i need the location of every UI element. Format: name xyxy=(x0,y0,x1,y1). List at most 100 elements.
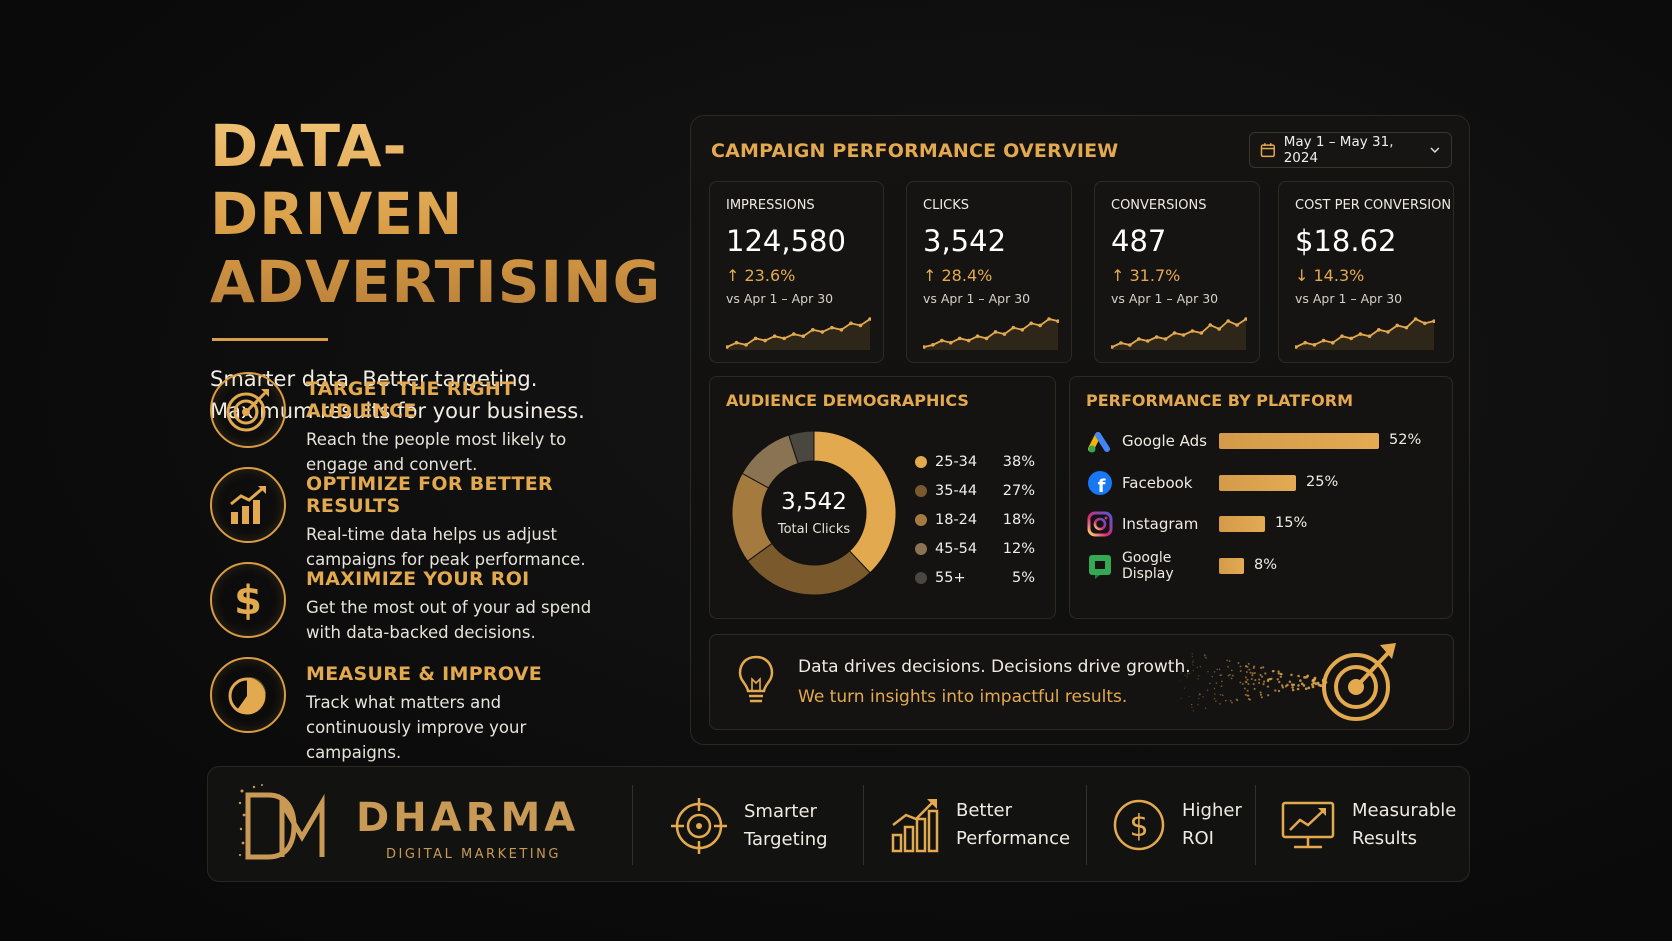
sparkline-point xyxy=(858,323,863,328)
particle-dot xyxy=(1260,666,1263,669)
sparkline-point xyxy=(1111,345,1114,349)
sparkline-line xyxy=(726,318,871,348)
particle-dot xyxy=(1291,688,1295,692)
platform-bar xyxy=(1219,516,1409,532)
sparkline-point xyxy=(811,327,815,332)
particle-dot xyxy=(1253,687,1256,690)
sparkline-area xyxy=(727,319,870,350)
sparkline-point xyxy=(1137,337,1141,341)
feature-item: OPTIMIZE FOR BETTER RESULTS Real-time da… xyxy=(210,467,630,569)
sparkline-point xyxy=(1190,329,1195,333)
kpi-card-clicks: CLICKS 3,542 ↑ 28.4% vs Apr 1 – Apr 30 xyxy=(906,181,1072,363)
particle-dot xyxy=(1300,682,1304,686)
sparkline-point xyxy=(1404,325,1409,330)
footer-item-results: Measurable Results xyxy=(1280,797,1456,853)
donut-center-value: 3,542 xyxy=(781,489,847,515)
footer-item-roi: $ Higher ROI xyxy=(1112,797,1242,853)
particle-dot xyxy=(1183,687,1186,689)
legend-value: 27% xyxy=(1002,482,1035,499)
footer-item-targeting: Smarter Targeting xyxy=(670,797,828,855)
date-range-picker[interactable]: May 1 – May 31, 2024 xyxy=(1249,132,1452,168)
sparkline-point xyxy=(1331,340,1335,345)
particle-dot xyxy=(1214,693,1216,695)
insight-line-2: We turn insights into impactful results. xyxy=(798,687,1128,707)
particle-dot xyxy=(1259,673,1262,677)
kpi-value: 124,580 xyxy=(726,224,846,258)
particle-dot xyxy=(1244,676,1247,679)
kpi-value: 3,542 xyxy=(923,224,1007,258)
platform-bar xyxy=(1219,433,1409,449)
kpi-delta: ↑ 31.7% xyxy=(1111,266,1181,285)
crosshair-icon xyxy=(671,798,727,854)
donut-center-label: Total Clicks xyxy=(777,522,850,537)
particle-dot xyxy=(1312,681,1316,685)
particle-dot xyxy=(1186,672,1189,674)
particle-dot xyxy=(1191,706,1193,708)
particle-dot xyxy=(1229,673,1231,676)
particle-dot xyxy=(1290,673,1293,677)
kpi-card-conversions: CONVERSIONS 487 ↑ 31.7% vs Apr 1 – Apr 3… xyxy=(1094,181,1260,363)
particle-dot xyxy=(1239,670,1242,672)
particle-dot xyxy=(1230,677,1233,680)
feature-desc: Track what matters and continuously impr… xyxy=(306,693,527,762)
sparkline-point xyxy=(940,338,944,343)
particle-dot xyxy=(1316,681,1320,685)
kpi-label: CLICKS xyxy=(923,198,970,213)
divider xyxy=(863,785,864,865)
particle-dot xyxy=(1192,710,1195,712)
dashboard-panel: CAMPAIGN PERFORMANCE OVERVIEW May 1 – Ma… xyxy=(690,115,1470,745)
legend-item: 25-34 38% xyxy=(915,447,1035,476)
sparkline-point xyxy=(1377,327,1381,332)
sparkline-point xyxy=(1217,327,1221,331)
particle-dot xyxy=(1262,666,1265,669)
particle-dot xyxy=(1258,681,1261,684)
footer-item-label: Smarter Targeting xyxy=(744,801,828,850)
particle-dot xyxy=(1264,672,1267,675)
particle-dot xyxy=(1204,654,1206,656)
demographics-title: AUDIENCE DEMOGRAPHICS xyxy=(726,391,969,410)
particle-dot xyxy=(1299,679,1302,682)
sparkline-point xyxy=(949,340,953,345)
particle-dot xyxy=(1243,687,1246,690)
particle-dot xyxy=(1188,695,1190,698)
platform-row: f Facebook xyxy=(1086,468,1222,498)
brand-name: DHARMA xyxy=(356,795,580,841)
particle-dot xyxy=(1220,685,1223,687)
legend-item: 55+ 5% xyxy=(915,563,1035,592)
particle-dot xyxy=(1279,675,1282,678)
particle-dot xyxy=(1296,687,1300,691)
particle-dot xyxy=(1199,693,1201,696)
sparkline xyxy=(923,317,1059,350)
legend-label: 18-24 xyxy=(935,511,978,528)
legend-value: 5% xyxy=(1011,569,1035,586)
particle-dot xyxy=(1276,678,1279,681)
kpi-row: IMPRESSIONS 124,580 ↑ 23.6% vs Apr 1 – A… xyxy=(709,181,1454,363)
particle-dot xyxy=(1197,703,1199,706)
particle-dot xyxy=(1259,691,1262,694)
platform-bar-label: 8% xyxy=(1254,557,1278,573)
kpi-card-impressions: IMPRESSIONS 124,580 ↑ 23.6% vs Apr 1 – A… xyxy=(709,181,884,363)
dashboard-title: CAMPAIGN PERFORMANCE OVERVIEW xyxy=(711,140,1119,162)
particle-dot xyxy=(1246,694,1249,697)
footer-item-performance: Better Performance xyxy=(890,797,1070,853)
platform-name: Instagram xyxy=(1122,515,1199,533)
divider xyxy=(1255,785,1256,865)
particle-dot xyxy=(1311,678,1315,682)
sparkline-point xyxy=(820,330,825,334)
donut-slice-35-44 xyxy=(746,542,871,596)
audience-demographics-card: AUDIENCE DEMOGRAPHICS 3,542 Total Clicks… xyxy=(709,376,1056,619)
particle-dot xyxy=(1280,672,1283,676)
particle-dot xyxy=(1192,661,1194,663)
sparkline-point xyxy=(1321,338,1326,343)
particle-dot xyxy=(1186,675,1188,678)
particle-dot xyxy=(1252,666,1255,670)
particle-dot xyxy=(1254,679,1257,682)
particle-dot xyxy=(1290,683,1294,686)
particle-dot xyxy=(1180,672,1182,674)
particle-dot xyxy=(1209,682,1211,685)
sparkline-point xyxy=(1181,333,1186,337)
svg-text:$: $ xyxy=(1129,809,1148,844)
particle-dot xyxy=(1237,662,1240,664)
sparkline-point xyxy=(1413,317,1418,321)
platform-row: Google Display xyxy=(1086,550,1222,582)
